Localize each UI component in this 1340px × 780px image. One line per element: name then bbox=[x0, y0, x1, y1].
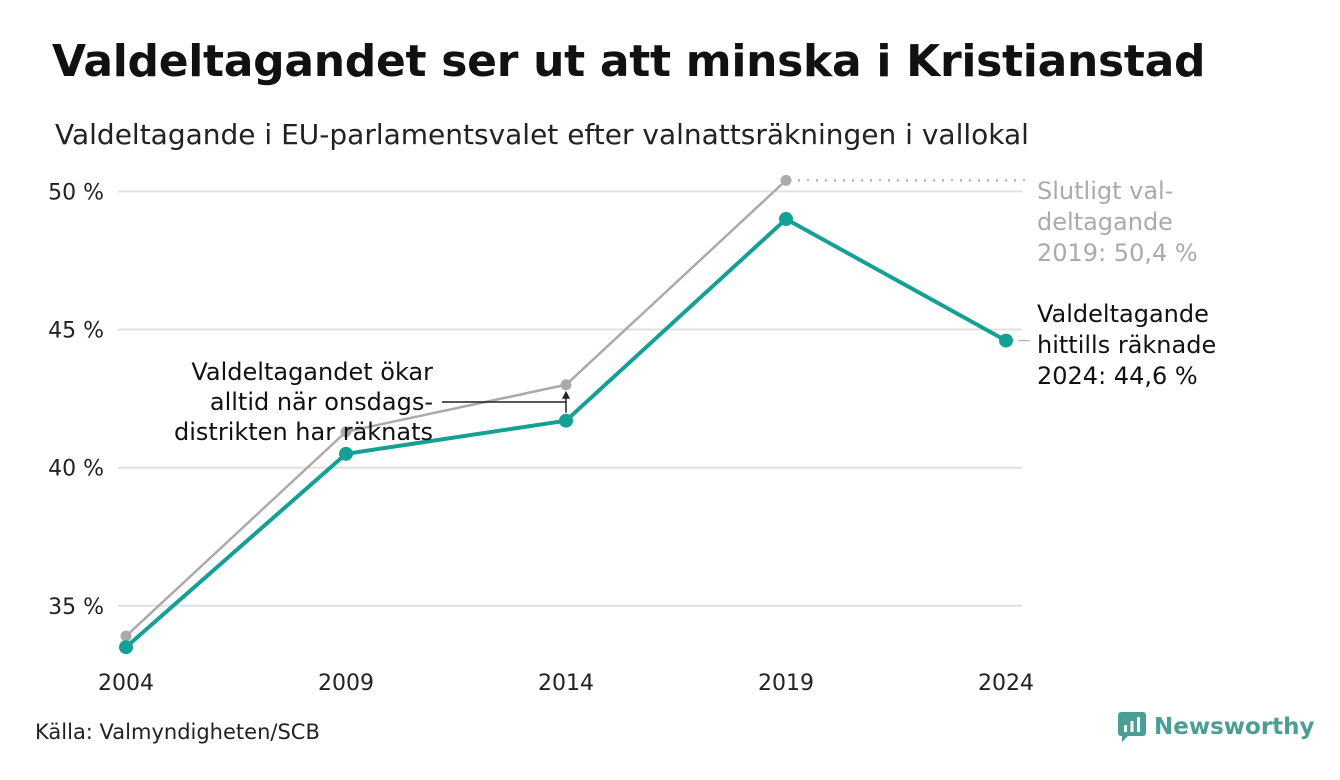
annotation-current-2024: hittills räknade bbox=[1037, 331, 1216, 359]
x-tick-label: 2009 bbox=[318, 671, 374, 696]
brand-name: Newsworthy bbox=[1154, 714, 1315, 740]
annotation-onsdag: Valdeltagandet ökar bbox=[191, 358, 433, 386]
brand-logo: Newsworthy bbox=[1118, 712, 1315, 742]
chart-subtitle: Valdeltagande i EU-parlamentsvalet efter… bbox=[55, 118, 1029, 151]
source-note: Källa: Valmyndigheten/SCB bbox=[35, 720, 320, 744]
annotation-final-2019: Slutligt val- bbox=[1037, 177, 1173, 205]
x-tick-label: 2019 bbox=[758, 671, 814, 696]
final-turnout-point bbox=[340, 426, 352, 438]
x-tick-label: 2024 bbox=[978, 671, 1034, 696]
annotation-current-2024: Valdeltagande bbox=[1037, 300, 1209, 328]
final-turnout-point bbox=[560, 379, 572, 391]
election-night-turnout-point bbox=[119, 640, 133, 655]
election-night-turnout-point bbox=[779, 212, 793, 227]
x-tick-label: 2004 bbox=[98, 671, 154, 696]
annotation-current-2024: 2024: 44,6 % bbox=[1037, 362, 1198, 390]
final-turnout-point bbox=[120, 630, 132, 642]
y-tick-label: 50 % bbox=[48, 180, 104, 205]
newsworthy-logo-icon bbox=[1118, 712, 1146, 742]
annotation-arrowhead bbox=[562, 390, 570, 399]
election-night-turnout-point bbox=[559, 413, 573, 428]
y-tick-label: 35 % bbox=[48, 595, 104, 620]
election-night-turnout-point bbox=[339, 446, 353, 461]
election-night-turnout-point bbox=[999, 333, 1013, 348]
final-turnout-point bbox=[780, 174, 792, 186]
annotation-onsdag: distrikten har räknats bbox=[174, 418, 433, 446]
annotation-final-2019: 2019: 50,4 % bbox=[1037, 239, 1198, 267]
annotation-onsdag: alltid när onsdags- bbox=[210, 388, 433, 416]
final-turnout-line bbox=[124, 179, 788, 638]
y-tick-label: 45 % bbox=[48, 319, 104, 344]
annotation-final-2019: deltagande bbox=[1037, 208, 1173, 236]
chart-title: Valdeltagandet ser ut att minska i Krist… bbox=[52, 36, 1206, 87]
y-tick-label: 40 % bbox=[48, 457, 104, 482]
x-tick-label: 2014 bbox=[538, 671, 594, 696]
